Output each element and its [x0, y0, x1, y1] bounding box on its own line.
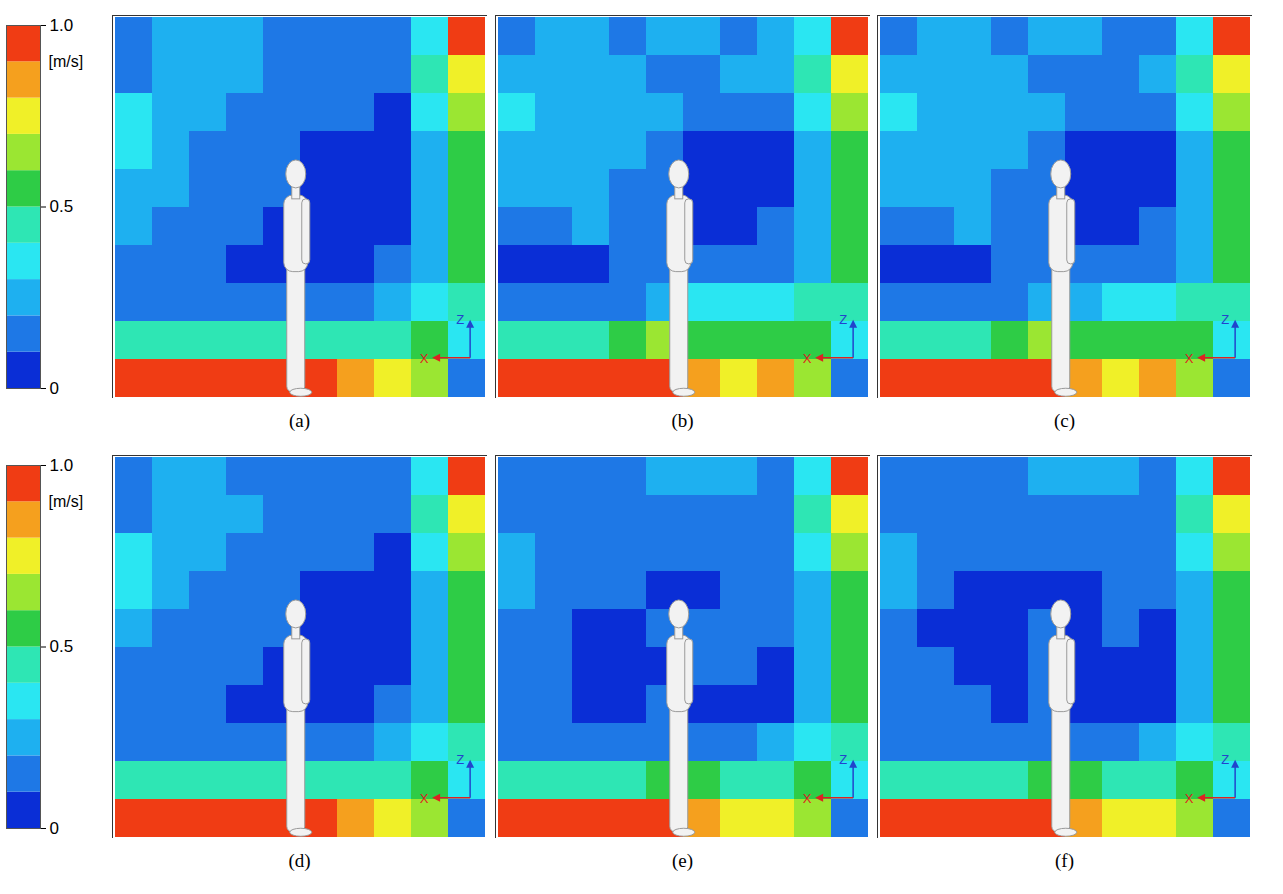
- html-text:(e): (e): [672, 850, 693, 871]
- svg-text:1.0: 1.0: [50, 456, 74, 475]
- html-text:(b): (b): [671, 410, 694, 431]
- svg-text:Z: Z: [839, 752, 847, 767]
- svg-text:X: X: [803, 351, 812, 366]
- svg-text:[m/s]: [m/s]: [49, 53, 84, 70]
- html-text:(d): (d): [288, 850, 311, 871]
- svg-text:X: X: [1185, 351, 1194, 366]
- svg-text:0: 0: [50, 819, 59, 838]
- svg-text:0: 0: [50, 379, 59, 398]
- svg-text:X: X: [420, 791, 429, 806]
- svg-text:Z: Z: [1221, 312, 1229, 327]
- svg-text:1.0: 1.0: [50, 16, 74, 35]
- svg-text:X: X: [1185, 791, 1194, 806]
- html-text:(f): (f): [1055, 850, 1074, 871]
- svg-text:X: X: [420, 351, 429, 366]
- svg-text:X: X: [803, 791, 812, 806]
- html-text:(a): (a): [289, 410, 310, 431]
- svg-text:Z: Z: [456, 752, 464, 767]
- svg-text:0.5: 0.5: [50, 637, 74, 656]
- svg-text:Z: Z: [1221, 752, 1229, 767]
- svg-text:Z: Z: [839, 312, 847, 327]
- svg-text:0.5: 0.5: [50, 197, 74, 216]
- svg-text:Z: Z: [456, 312, 464, 327]
- html-text:(c): (c): [1054, 410, 1075, 431]
- svg-text:[m/s]: [m/s]: [49, 493, 84, 510]
